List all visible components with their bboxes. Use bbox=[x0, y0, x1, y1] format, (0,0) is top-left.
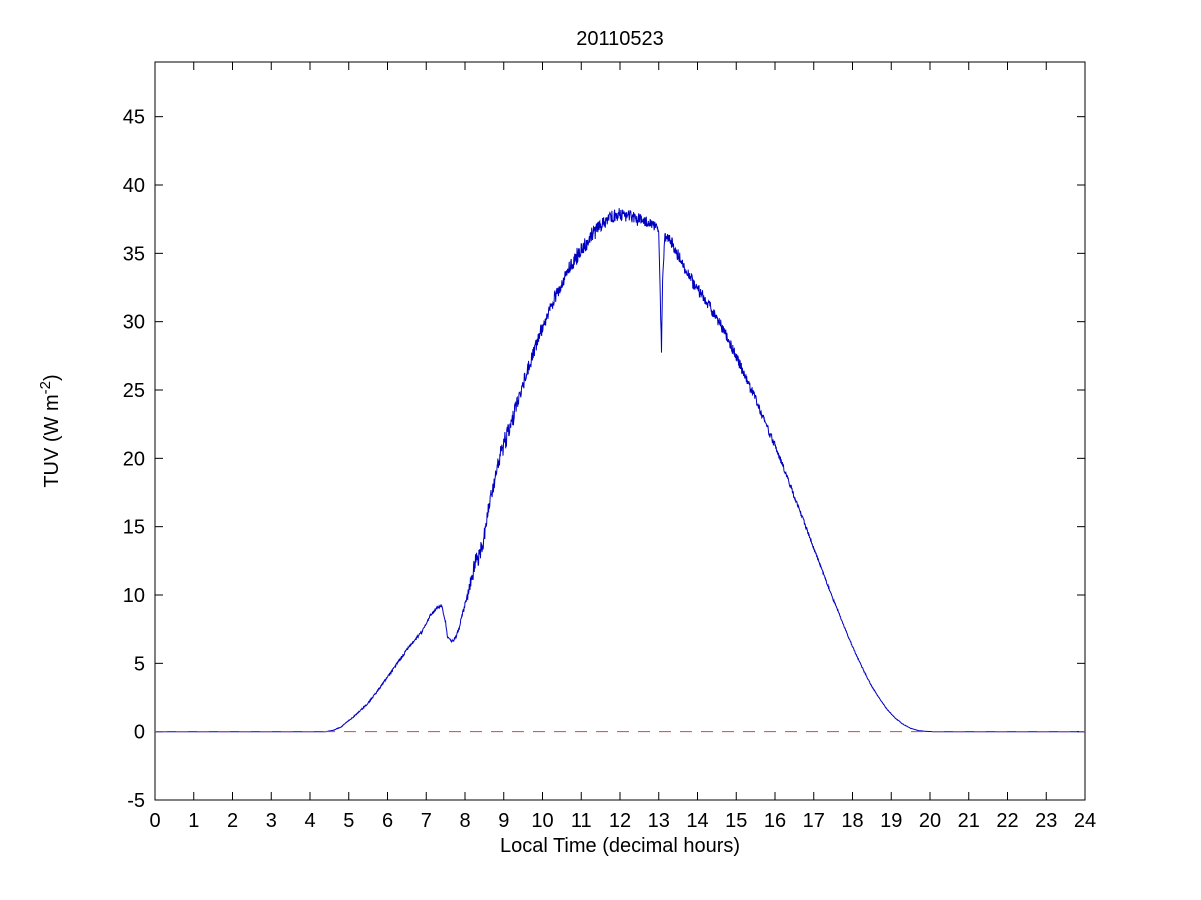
x-tick-label: 5 bbox=[343, 810, 354, 832]
x-tick-label: 0 bbox=[149, 810, 160, 832]
x-tick-label: 21 bbox=[958, 810, 980, 832]
x-tick-label: 11 bbox=[571, 810, 592, 832]
y-tick-label: -5 bbox=[127, 790, 145, 812]
y-axis-label: TUV (W m-2) bbox=[37, 374, 63, 487]
y-tick-label: 40 bbox=[123, 175, 145, 197]
x-tick-label: 7 bbox=[421, 810, 432, 832]
x-tick-label: 4 bbox=[304, 810, 315, 832]
x-tick-label: 8 bbox=[459, 810, 470, 832]
data-series-layer bbox=[155, 208, 1085, 733]
x-tick-label: 2 bbox=[227, 810, 238, 832]
x-tick-label: 23 bbox=[1035, 810, 1057, 832]
x-tick-label: 17 bbox=[803, 810, 825, 832]
y-tick-label: 30 bbox=[123, 312, 145, 334]
y-tick-label: 10 bbox=[123, 585, 145, 607]
y-tick-label: 35 bbox=[123, 243, 145, 265]
x-tick-label: 22 bbox=[996, 810, 1018, 832]
x-tick-label: 1 bbox=[188, 810, 199, 832]
chart-title: 20110523 bbox=[576, 28, 664, 50]
y-tick-label: 20 bbox=[123, 448, 145, 470]
y-axis-label-superscript: -2 bbox=[37, 381, 54, 394]
x-tick-label: 3 bbox=[266, 810, 277, 832]
x-tick-label: 13 bbox=[648, 810, 670, 832]
plot-area-border bbox=[154, 61, 1086, 801]
axes-layer: 0 1 2 3 4 5 6 7 8 9 10 11 12 13 14 15 16 17 18 19 20 21 22 23 24… bbox=[123, 61, 1096, 832]
x-tick-label: 6 bbox=[382, 810, 393, 832]
y-tick-label: 0 bbox=[134, 722, 145, 744]
y-tick-label: 15 bbox=[123, 517, 145, 539]
x-tick-label: 10 bbox=[531, 810, 553, 832]
x-tick-label: 14 bbox=[686, 810, 708, 832]
x-tick-label: 12 bbox=[609, 810, 631, 832]
tuv-series-line bbox=[155, 208, 1085, 733]
x-tick-label: 19 bbox=[880, 810, 902, 832]
x-tick-label: 9 bbox=[498, 810, 509, 832]
x-tick-label: 16 bbox=[764, 810, 786, 832]
x-tick-label: 20 bbox=[919, 810, 941, 832]
y-tick-label: 25 bbox=[123, 380, 145, 402]
y-tick-label: 45 bbox=[123, 107, 145, 129]
y-axis-label-suffix: ) bbox=[41, 374, 63, 381]
x-axis-label: Local Time (decimal hours) bbox=[500, 835, 740, 857]
x-tick-label: 18 bbox=[841, 810, 863, 832]
y-axis-label-prefix: TUV (W m bbox=[41, 394, 63, 487]
x-tick-label: 15 bbox=[725, 810, 747, 832]
x-tick-label: 24 bbox=[1074, 810, 1096, 832]
y-tick-label: 5 bbox=[134, 653, 145, 675]
